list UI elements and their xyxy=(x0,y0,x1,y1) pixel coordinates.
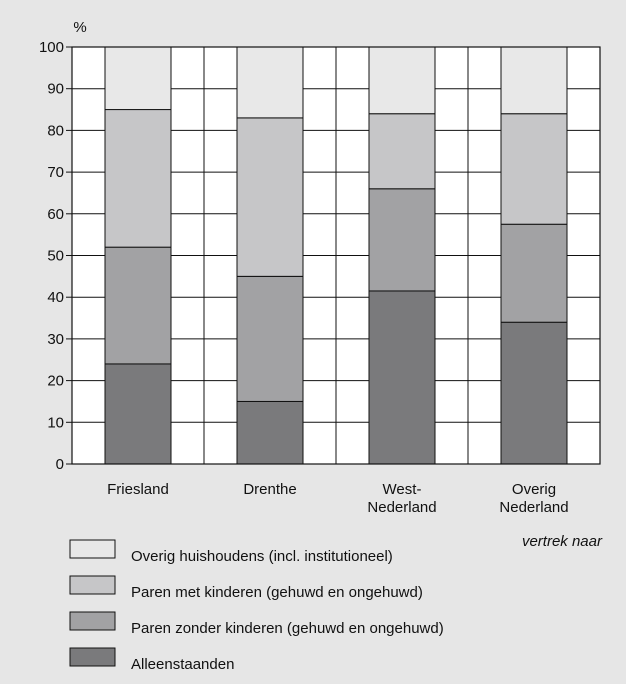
x-category-label: Drenthe xyxy=(243,481,296,498)
bar-segment xyxy=(368,290,436,465)
bar-segment xyxy=(368,46,436,115)
y-tick-label: 20 xyxy=(47,373,64,390)
y-tick-label: 30 xyxy=(47,331,64,348)
bar-segment xyxy=(104,109,172,248)
legend-swatch xyxy=(69,539,116,559)
y-tick-label: 90 xyxy=(47,81,64,98)
bar-segment xyxy=(236,46,304,119)
legend-label: Paren zonder kinderen (gehuwd en ongehuw… xyxy=(131,620,444,637)
y-tick-labels: 0 10 20 30 40 50 60 70 80 90 100 xyxy=(39,39,64,473)
legend-swatch xyxy=(69,575,116,595)
bar-segment xyxy=(104,363,172,465)
legend-label: Paren met kinderen (gehuwd en ongehuwd) xyxy=(131,584,423,601)
bar-segment xyxy=(500,113,568,225)
plot-frame xyxy=(71,46,601,465)
bar-segment xyxy=(368,113,436,190)
bar-segment xyxy=(104,246,172,365)
x-category-label: West- xyxy=(383,481,422,498)
y-tick-label: 80 xyxy=(47,122,64,139)
bar-segment xyxy=(500,46,568,115)
legend-label: Alleenstaanden xyxy=(131,656,234,673)
y-tick-label: 60 xyxy=(47,206,64,223)
x-category-label: Nederland xyxy=(499,499,568,516)
y-tick-label: 100 xyxy=(39,39,64,56)
bar-segment xyxy=(368,188,436,292)
legend-swatch xyxy=(69,611,116,631)
y-tick-label: 70 xyxy=(47,164,64,181)
x-category-label: Overig xyxy=(512,481,556,498)
axes xyxy=(66,46,601,465)
bar-segment xyxy=(236,275,304,402)
x-category-labels: Friesland Drenthe West-NederlandOverigNede… xyxy=(107,481,568,516)
legend-swatch xyxy=(69,647,116,667)
bars xyxy=(104,46,568,465)
bar-segment xyxy=(236,117,304,277)
bar-segment xyxy=(500,321,568,465)
y-tick-label: 40 xyxy=(47,289,64,306)
bar-segment xyxy=(500,223,568,323)
legend-label: Overig huishoudens (incl. institutioneel… xyxy=(131,548,393,565)
y-axis-label: % xyxy=(73,19,86,36)
bar-segment xyxy=(236,400,304,465)
bar-segment xyxy=(104,46,172,111)
y-tick-label: 50 xyxy=(47,248,64,265)
y-tick-label: 10 xyxy=(47,414,64,431)
y-tick-label: 0 xyxy=(56,456,64,473)
x-axis-label: vertrek naar xyxy=(522,533,603,550)
x-category-label: Friesland xyxy=(107,481,169,498)
legend: Overig huishoudens (incl. institutioneel… xyxy=(69,539,444,673)
x-category-label: Nederland xyxy=(367,499,436,516)
